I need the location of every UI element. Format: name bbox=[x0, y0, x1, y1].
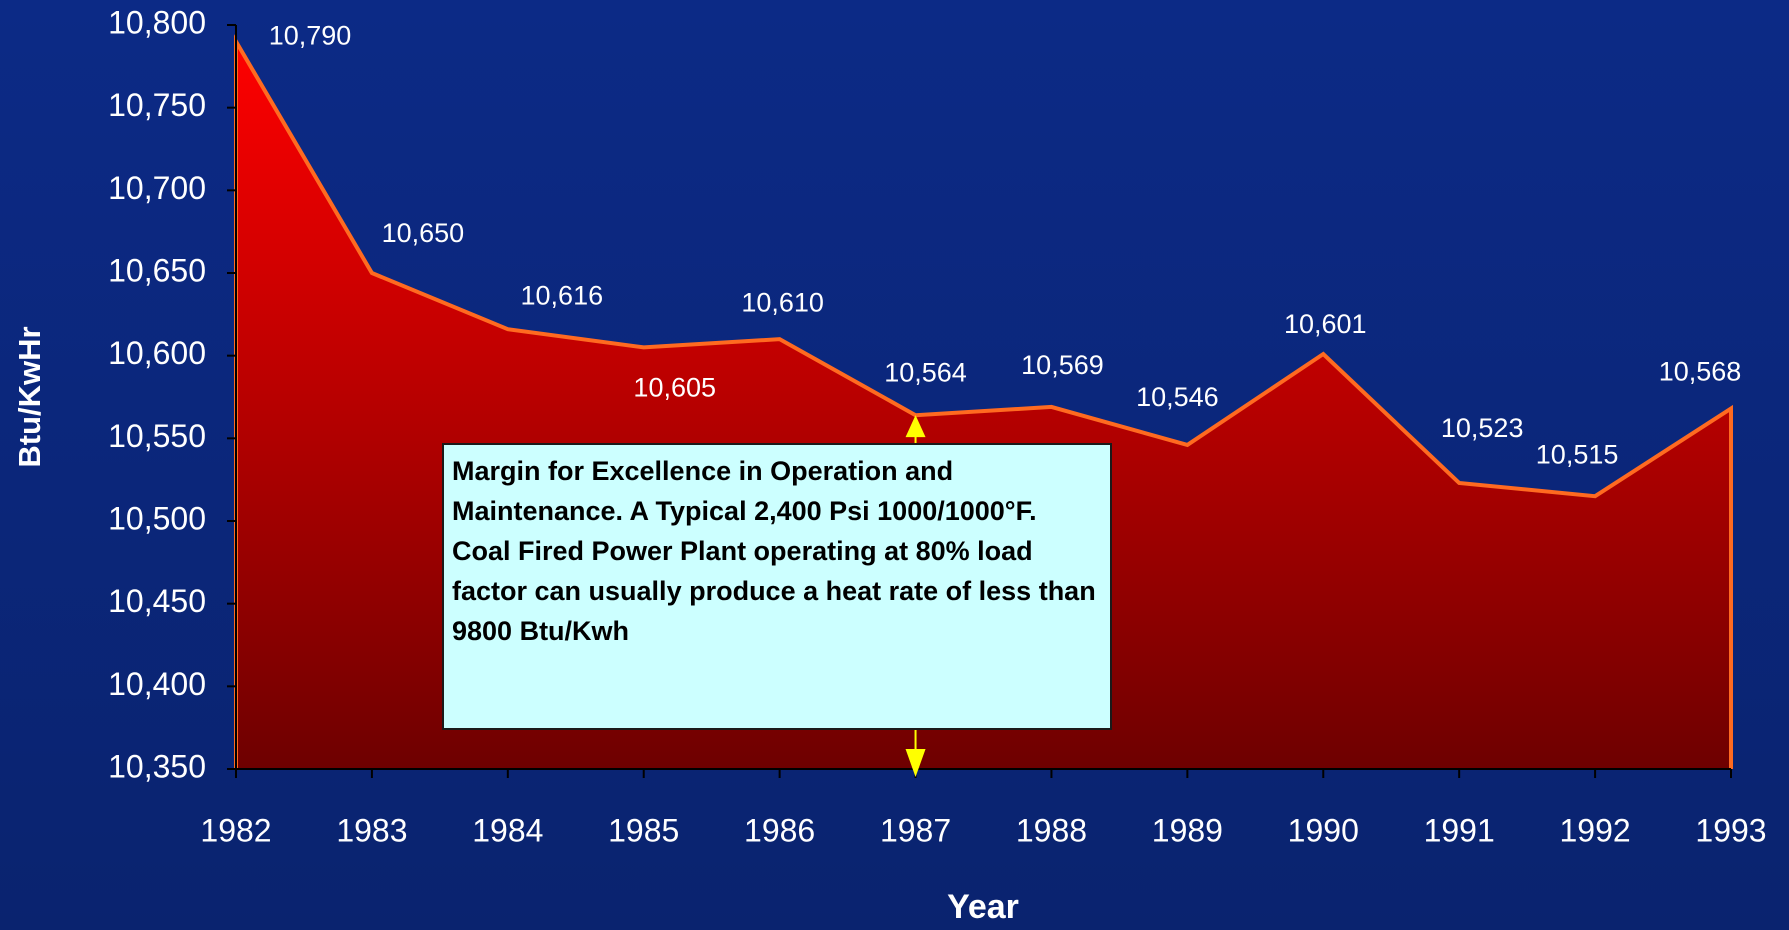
value-label: 10,546 bbox=[1136, 382, 1219, 412]
y-tick-label: 10,800 bbox=[108, 4, 206, 40]
y-tick-label: 10,700 bbox=[108, 170, 206, 206]
x-tick-label: 1990 bbox=[1288, 812, 1359, 848]
x-tick-label: 1989 bbox=[1152, 812, 1223, 848]
y-tick-label: 10,750 bbox=[108, 87, 206, 123]
arrow-head bbox=[905, 749, 926, 777]
value-label: 10,650 bbox=[382, 218, 465, 248]
x-tick-label: 1988 bbox=[1016, 812, 1087, 848]
x-axis-label: Year bbox=[947, 888, 1019, 926]
y-axis-label: Btu/KwHr bbox=[12, 326, 47, 467]
value-label: 10,601 bbox=[1284, 309, 1367, 339]
value-label: 10,616 bbox=[521, 280, 604, 310]
y-tick-label: 10,500 bbox=[108, 500, 206, 536]
y-tick-label: 10,350 bbox=[108, 748, 206, 784]
x-tick-label: 1993 bbox=[1695, 812, 1766, 848]
area-line bbox=[234, 34, 1733, 769]
value-label: 10,569 bbox=[1021, 350, 1104, 380]
value-label: 10,523 bbox=[1441, 413, 1524, 443]
y-tick-label: 10,650 bbox=[108, 252, 206, 288]
x-tick-label: 1991 bbox=[1424, 812, 1495, 848]
value-label: 10,790 bbox=[269, 21, 352, 51]
annotation-box: Margin for Excellence in Operation and M… bbox=[442, 443, 1112, 730]
value-label: 10,568 bbox=[1659, 357, 1742, 387]
y-tick-label: 10,450 bbox=[108, 583, 206, 619]
x-tick-label: 1983 bbox=[336, 812, 407, 848]
y-tick-label: 10,550 bbox=[108, 418, 206, 454]
value-label: 10,564 bbox=[884, 357, 967, 387]
x-tick-label: 1982 bbox=[200, 812, 271, 848]
x-tick-label: 1985 bbox=[608, 812, 679, 848]
value-label: 10,610 bbox=[741, 287, 824, 317]
y-tick-label: 10,600 bbox=[108, 335, 206, 371]
value-label: 10,605 bbox=[633, 373, 716, 403]
x-tick-label: 1987 bbox=[880, 812, 951, 848]
x-tick-label: 1992 bbox=[1559, 812, 1630, 848]
x-tick-label: 1986 bbox=[744, 812, 815, 848]
x-tick-label: 1984 bbox=[472, 812, 543, 848]
value-label: 10,515 bbox=[1536, 439, 1619, 469]
y-tick-label: 10,400 bbox=[108, 666, 206, 702]
arrow-head bbox=[905, 415, 926, 438]
